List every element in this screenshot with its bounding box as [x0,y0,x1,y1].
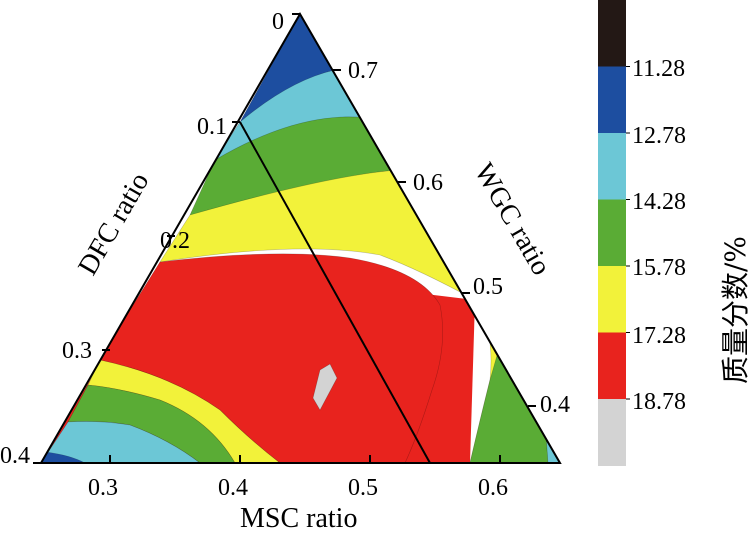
colorbar-label: 14.28 [632,189,686,215]
colorbar-segment [598,133,626,200]
left-axis-title: DFC ratio [72,167,155,280]
left-tick-label: 0 [272,9,284,35]
region-lower-left-cyan [41,421,201,463]
left-tick-label: 0.3 [62,338,92,364]
region-peak-gray [312,363,338,411]
colorbar-segment [598,266,626,333]
reference-line [239,121,431,464]
bottom-tick-labels: 0.3 0.4 0.5 0.6 [88,475,508,501]
colorbar-segment [598,0,626,67]
colorbar-segment [598,66,626,134]
bottom-axis-title: MSC ratio [240,503,357,533]
triangle-outline [39,12,562,464]
colorbar-label: 12.78 [632,123,686,149]
tick-marks [33,13,536,464]
colorbar-segment [598,199,626,267]
contour-regions [41,14,560,463]
right-axis-title: WGC ratio [468,158,557,281]
left-tick-label: 0.2 [160,228,190,254]
bottom-tick-label: 0.4 [218,475,248,501]
bottom-tick-label: 0.5 [348,475,378,501]
colorbar [598,0,630,466]
colorbar-labels: 11.28 12.78 14.28 15.78 17.28 18.78 [632,56,686,415]
left-tick-label: 0.1 [197,114,227,140]
right-tick-labels: 0.7 0.6 0.5 0.4 [348,58,570,418]
right-tick-label: 0.7 [348,58,378,84]
colorbar-label: 17.28 [632,323,686,349]
left-tick-labels: 0 0.1 0.2 0.3 0.4 [0,9,284,469]
bottom-tick-label: 0.3 [88,475,118,501]
colorbar-label: 18.78 [632,389,686,415]
colorbar-segment [598,332,626,400]
right-tick-label: 0.6 [413,170,443,196]
colorbar-segment [598,399,626,466]
colorbar-title: 质量分数/% [719,236,752,384]
region-right-green [469,344,549,463]
right-tick-label: 0.5 [473,274,503,300]
left-tick-label: 0.4 [0,443,30,469]
colorbar-label: 15.78 [632,255,686,281]
right-tick-label: 0.4 [540,392,570,418]
colorbar-label: 11.28 [632,56,685,82]
bottom-tick-label: 0.6 [478,475,508,501]
